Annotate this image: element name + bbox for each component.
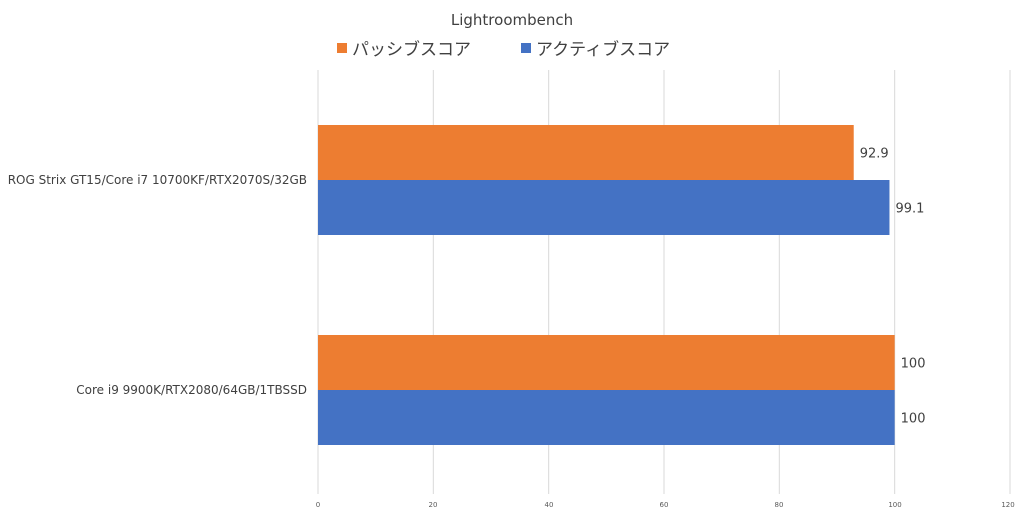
- chart-title: Lightroombench: [451, 11, 573, 29]
- legend-swatch-active: [521, 43, 531, 53]
- data-label-active-1: 100: [901, 412, 926, 427]
- category-label-rog-strix: ROG Strix GT15/Core i7 10700KF/RTX2070S/…: [8, 173, 307, 187]
- bar-passive-0: [318, 125, 854, 180]
- x-tick-label: 20: [429, 501, 438, 509]
- bar-passive-1: [318, 335, 895, 390]
- legend-label-passive: パッシブスコア: [352, 39, 471, 60]
- bar-active-1: [318, 390, 895, 445]
- category-label-core-i9: Core i9 9900K/RTX2080/64GB/1TBSSD: [76, 383, 307, 397]
- x-tick-label: 60: [660, 501, 669, 509]
- x-tick-label: 40: [545, 501, 554, 509]
- legend-swatch-passive: [337, 43, 347, 53]
- legend-label-active: アクティブスコア: [536, 39, 670, 60]
- data-label-passive-1: 100: [901, 357, 926, 372]
- x-axis-ticks: 0 20 40 60 80 100 120: [316, 501, 1015, 509]
- x-tick-label: 120: [1001, 501, 1014, 509]
- bars: [318, 125, 895, 445]
- x-tick-label: 100: [888, 501, 901, 509]
- x-tick-label: 0: [316, 501, 320, 509]
- bar-active-0: [318, 180, 890, 235]
- legend: パッシブスコア アクティブスコア: [337, 39, 670, 60]
- data-labels: 92.9 99.1 100 100: [860, 147, 926, 427]
- data-label-passive-0: 92.9: [860, 147, 889, 162]
- data-label-active-0: 99.1: [895, 202, 924, 217]
- x-tick-label: 80: [775, 501, 784, 509]
